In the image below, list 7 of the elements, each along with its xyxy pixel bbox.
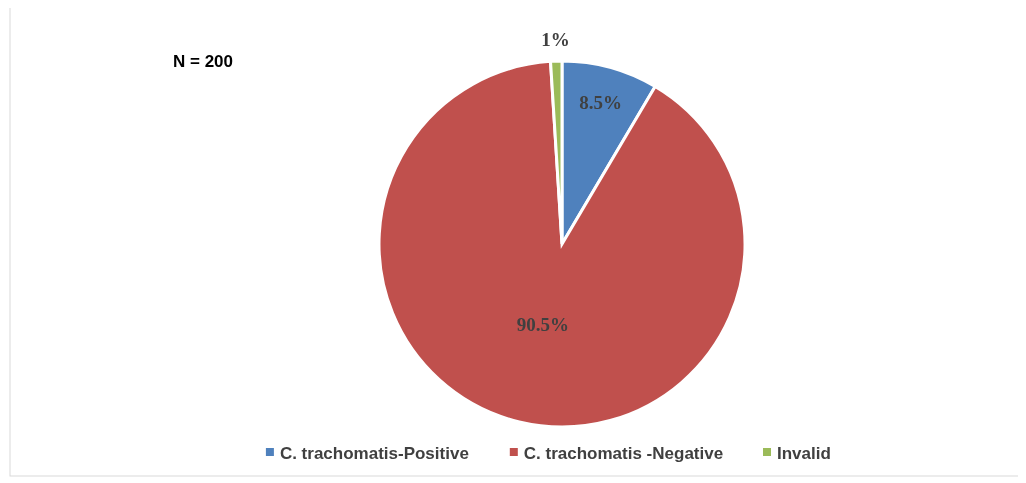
data-label: 90.5% xyxy=(516,313,569,335)
text: N = 200 xyxy=(173,52,234,71)
legend-label: C. trachomatis-Positive xyxy=(279,443,469,463)
legend-label: C. trachomatis -Negative xyxy=(523,443,724,463)
legend-label: Invalid xyxy=(777,443,831,463)
data-label: 1% xyxy=(541,28,570,50)
data-label: 8.5% xyxy=(579,92,623,114)
